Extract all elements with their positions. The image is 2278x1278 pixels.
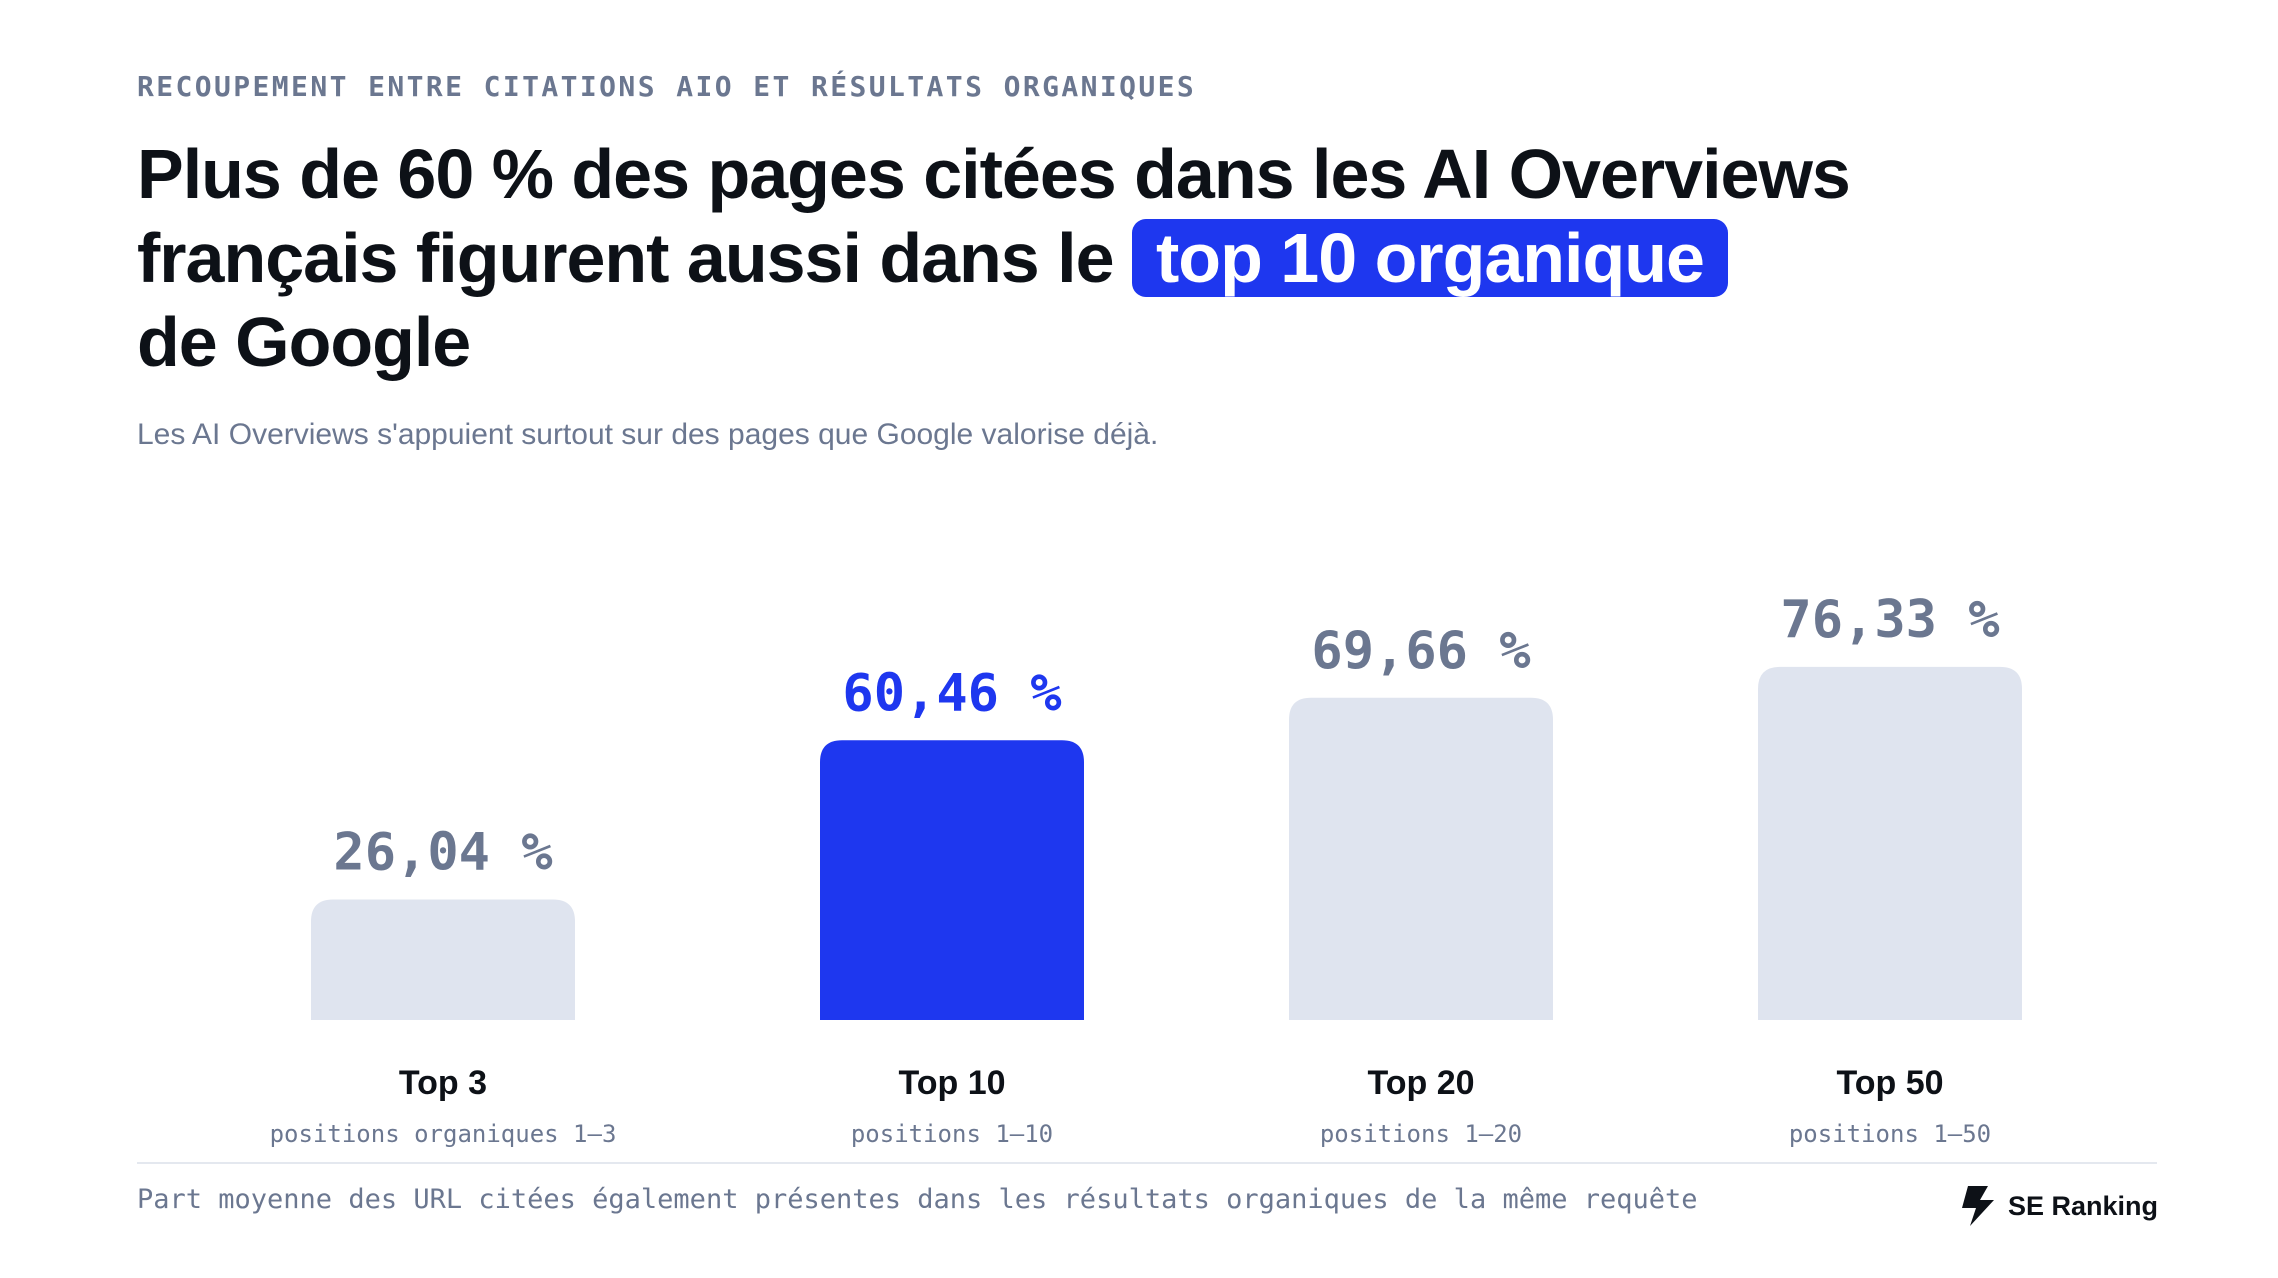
category-label: Top 20 — [1367, 1064, 1474, 1102]
bar-top-3 — [311, 899, 575, 1020]
brand-name: SE Ranking — [2007, 1190, 2158, 1221]
value-label: 76,33 % — [1780, 590, 1999, 650]
bar-top-50 — [1758, 666, 2022, 1020]
eyebrow-label: RECOUPEMENT ENTRE CITATIONS AIO ET RÉSUL… — [137, 70, 1197, 103]
footnote: Part moyenne des URL citées également pr… — [137, 1184, 1698, 1215]
headline-line-3: de Google — [137, 303, 471, 381]
subtitle: Les AI Overviews s'appuient surtout sur … — [137, 418, 1159, 451]
category-label: Top 10 — [898, 1064, 1005, 1102]
headline-line-2-prefix: français figurent aussi dans le — [137, 219, 1132, 297]
value-label: 60,46 % — [842, 663, 1061, 723]
brand: SE Ranking — [1958, 1184, 2158, 1228]
category-label: Top 3 — [399, 1064, 487, 1102]
se-ranking-logo-icon — [1961, 1186, 1994, 1226]
bar-top-10 — [820, 740, 1084, 1020]
headline-highlight: top 10 organique — [1132, 219, 1728, 297]
category-sublabel: positions 1–10 — [851, 1120, 1053, 1148]
bar-top-20 — [1289, 697, 1553, 1020]
value-label: 26,04 % — [333, 823, 552, 883]
category-sublabel: positions 1–20 — [1320, 1120, 1522, 1148]
headline-line-2: français figurent aussi dans le top 10 o… — [137, 216, 2237, 300]
category-sublabel: positions organiques 1–3 — [270, 1120, 617, 1148]
category-sublabel: positions 1–50 — [1789, 1120, 1991, 1148]
category-label: Top 50 — [1836, 1064, 1943, 1102]
headline-line-1: Plus de 60 % des pages citées dans les A… — [137, 135, 1851, 213]
value-label: 69,66 % — [1311, 621, 1530, 681]
divider — [137, 1162, 2157, 1164]
headline: Plus de 60 % des pages citées dans les A… — [137, 132, 2237, 384]
